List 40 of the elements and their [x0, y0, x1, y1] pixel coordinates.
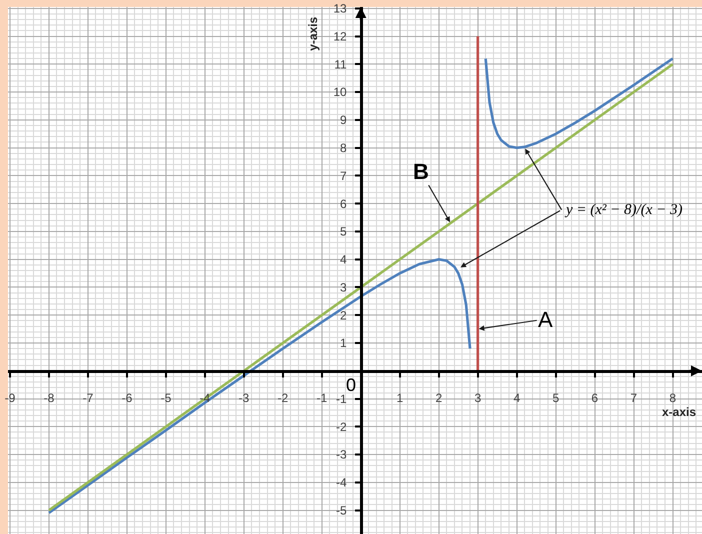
x-tick-label: -1	[316, 391, 328, 406]
y-tick-label: 4	[340, 252, 348, 267]
y-tick-label: 13	[333, 2, 348, 16]
x-tick-label: -9	[4, 391, 16, 406]
x-tick-label: 5	[552, 391, 560, 406]
y-tick-label: 5	[340, 224, 348, 239]
annotation: 0	[346, 375, 356, 395]
y-tick-label: 2	[340, 308, 348, 322]
y-tick-label: 12	[333, 29, 348, 44]
x-tick-label: -2	[278, 391, 289, 406]
y-tick-label: 7	[340, 168, 348, 183]
y-tick-label: 3	[340, 280, 348, 294]
annotation: y = (x² − 8)/(x − 3)	[564, 202, 682, 218]
x-tick-label: -4	[200, 391, 211, 406]
y-tick-label: 9	[340, 113, 348, 128]
y-tick-label: 8	[340, 141, 348, 156]
y-tick-label: -2	[336, 420, 348, 434]
y-tick-label: 1	[340, 336, 348, 350]
x-tick-label: -3	[238, 391, 250, 406]
x-tick-label: 6	[591, 391, 598, 406]
y-tick-label: -4	[336, 476, 348, 490]
y-axis-title: y-axis	[306, 16, 320, 51]
x-tick-label: -8	[44, 391, 55, 406]
x-tick-label: 1	[396, 391, 404, 406]
x-axis-title: x-axis	[662, 405, 696, 419]
y-tick-label: 10	[333, 85, 348, 100]
y-tick-label: 6	[340, 196, 348, 211]
y-tick-label: -3	[336, 448, 348, 462]
x-tick-label: 3	[474, 391, 482, 406]
x-tick-label: 4	[513, 391, 520, 406]
annotation: A	[538, 307, 553, 332]
y-tick-label: 11	[334, 57, 348, 72]
x-tick-label: 7	[630, 391, 638, 406]
x-tick-label: 2	[435, 391, 442, 406]
x-tick-label: -7	[82, 391, 94, 406]
annotation: B	[413, 159, 429, 184]
y-tick-label: -5	[336, 504, 348, 518]
x-tick-label: -5	[160, 391, 172, 406]
x-tick-label: 8	[669, 391, 676, 406]
x-tick-label: -6	[122, 391, 133, 406]
